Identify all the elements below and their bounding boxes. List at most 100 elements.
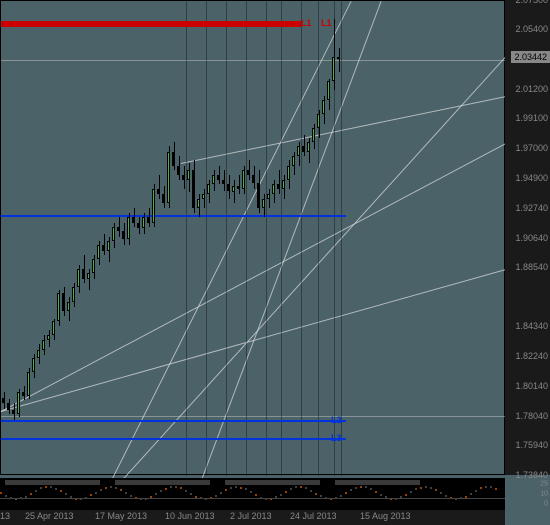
L2-line[interactable] — [1, 420, 346, 422]
candle — [252, 175, 255, 183]
candle — [197, 199, 200, 209]
candle — [177, 166, 180, 174]
candle — [67, 302, 70, 312]
candle — [332, 57, 335, 81]
candle — [217, 175, 220, 181]
x-tick: 24 Jul 2013 — [290, 511, 337, 521]
candle — [27, 372, 30, 396]
candle — [102, 245, 105, 251]
candle — [182, 175, 185, 181]
candle — [287, 166, 290, 180]
y-tick: 2.01200 — [515, 84, 548, 94]
candle — [187, 170, 190, 180]
candle — [277, 184, 280, 188]
candle — [7, 403, 10, 410]
candle — [142, 217, 145, 228]
candle — [137, 223, 140, 229]
candle — [147, 217, 150, 223]
x-tick: 25 Apr 2013 — [25, 511, 74, 521]
candle — [322, 100, 325, 114]
indicator-panel[interactable] — [0, 478, 505, 510]
candle — [262, 199, 265, 209]
candle — [172, 152, 175, 166]
x-tick: 10 Jun 2013 — [165, 511, 215, 521]
candle — [37, 350, 40, 358]
candle — [22, 392, 25, 396]
candle — [17, 392, 20, 415]
y-tick: 2.07500 — [515, 0, 548, 5]
x-tick: 13 — [0, 511, 10, 521]
y-tick: 1.84340 — [515, 321, 548, 331]
L3-line[interactable] — [1, 438, 346, 440]
support-blue1[interactable] — [1, 215, 346, 217]
trend-line[interactable] — [201, 1, 382, 481]
candle — [232, 186, 235, 192]
y-tick: 1.94900 — [515, 173, 548, 183]
y-tick: 1.73840 — [515, 470, 548, 480]
y-tick: 1.90640 — [515, 233, 548, 243]
candle — [117, 227, 120, 231]
candle — [12, 410, 15, 414]
candle — [212, 175, 215, 185]
candle — [92, 259, 95, 273]
y-tick: 2.05400 — [515, 24, 548, 34]
candle — [122, 231, 125, 239]
candle — [167, 152, 170, 203]
x-axis: 1325 Apr 201317 May 201310 Jun 20132 Jul… — [0, 510, 505, 525]
candle — [292, 156, 295, 166]
candle — [337, 57, 340, 58]
candle — [112, 227, 115, 241]
candle — [312, 128, 315, 142]
candle — [242, 170, 245, 188]
candle — [317, 114, 320, 128]
candle — [57, 293, 60, 321]
candle — [162, 194, 165, 202]
y-tick: 1.97000 — [515, 143, 548, 153]
y-tick: 1.75940 — [515, 440, 548, 450]
candle — [302, 146, 305, 152]
candle — [132, 217, 135, 223]
candle — [47, 335, 50, 339]
candle — [202, 194, 205, 198]
candle — [282, 180, 285, 188]
current-price-tag: 2.03442 — [511, 51, 550, 63]
candle — [77, 269, 80, 287]
y-tick: 1.92740 — [515, 203, 548, 213]
trading-chart[interactable]: L1L1L2L3 2.07500 2.05400 2.01200 1.99100 1.9… — [0, 0, 550, 525]
candle — [127, 217, 130, 240]
candle — [2, 398, 5, 404]
resistance-L1[interactable] — [1, 21, 301, 27]
y-tick: 1.82240 — [515, 351, 548, 361]
candle — [152, 189, 155, 223]
y-tick: 1.88540 — [515, 262, 548, 272]
candle — [192, 170, 195, 208]
candle — [157, 189, 160, 195]
candle — [227, 184, 230, 191]
candle — [307, 142, 310, 152]
candle — [42, 340, 45, 350]
candle — [72, 287, 75, 301]
y-tick: 1.80140 — [515, 381, 548, 391]
candle — [327, 81, 330, 99]
candle — [257, 183, 260, 208]
trend-line[interactable] — [111, 1, 352, 481]
x-tick: 15 Aug 2013 — [360, 511, 411, 521]
candle — [272, 184, 275, 194]
candle — [87, 273, 90, 279]
candle — [297, 146, 300, 156]
candle — [237, 186, 240, 189]
candle — [32, 358, 35, 372]
trend-line[interactable] — [121, 56, 507, 482]
candle — [267, 194, 270, 198]
candle — [222, 180, 225, 184]
candle — [107, 241, 110, 251]
trend-line[interactable] — [181, 96, 506, 164]
candle — [97, 245, 100, 259]
y-tick: 1.78040 — [515, 411, 548, 421]
price-chart-area[interactable]: L1L1L2L3 — [0, 0, 505, 475]
candle — [82, 269, 85, 279]
y-tick: 1.99100 — [515, 113, 548, 123]
y-axis: 2.07500 2.05400 2.01200 1.99100 1.97000 1.949… — [505, 0, 550, 475]
x-tick: 2 Jul 2013 — [230, 511, 272, 521]
candle — [62, 293, 65, 311]
